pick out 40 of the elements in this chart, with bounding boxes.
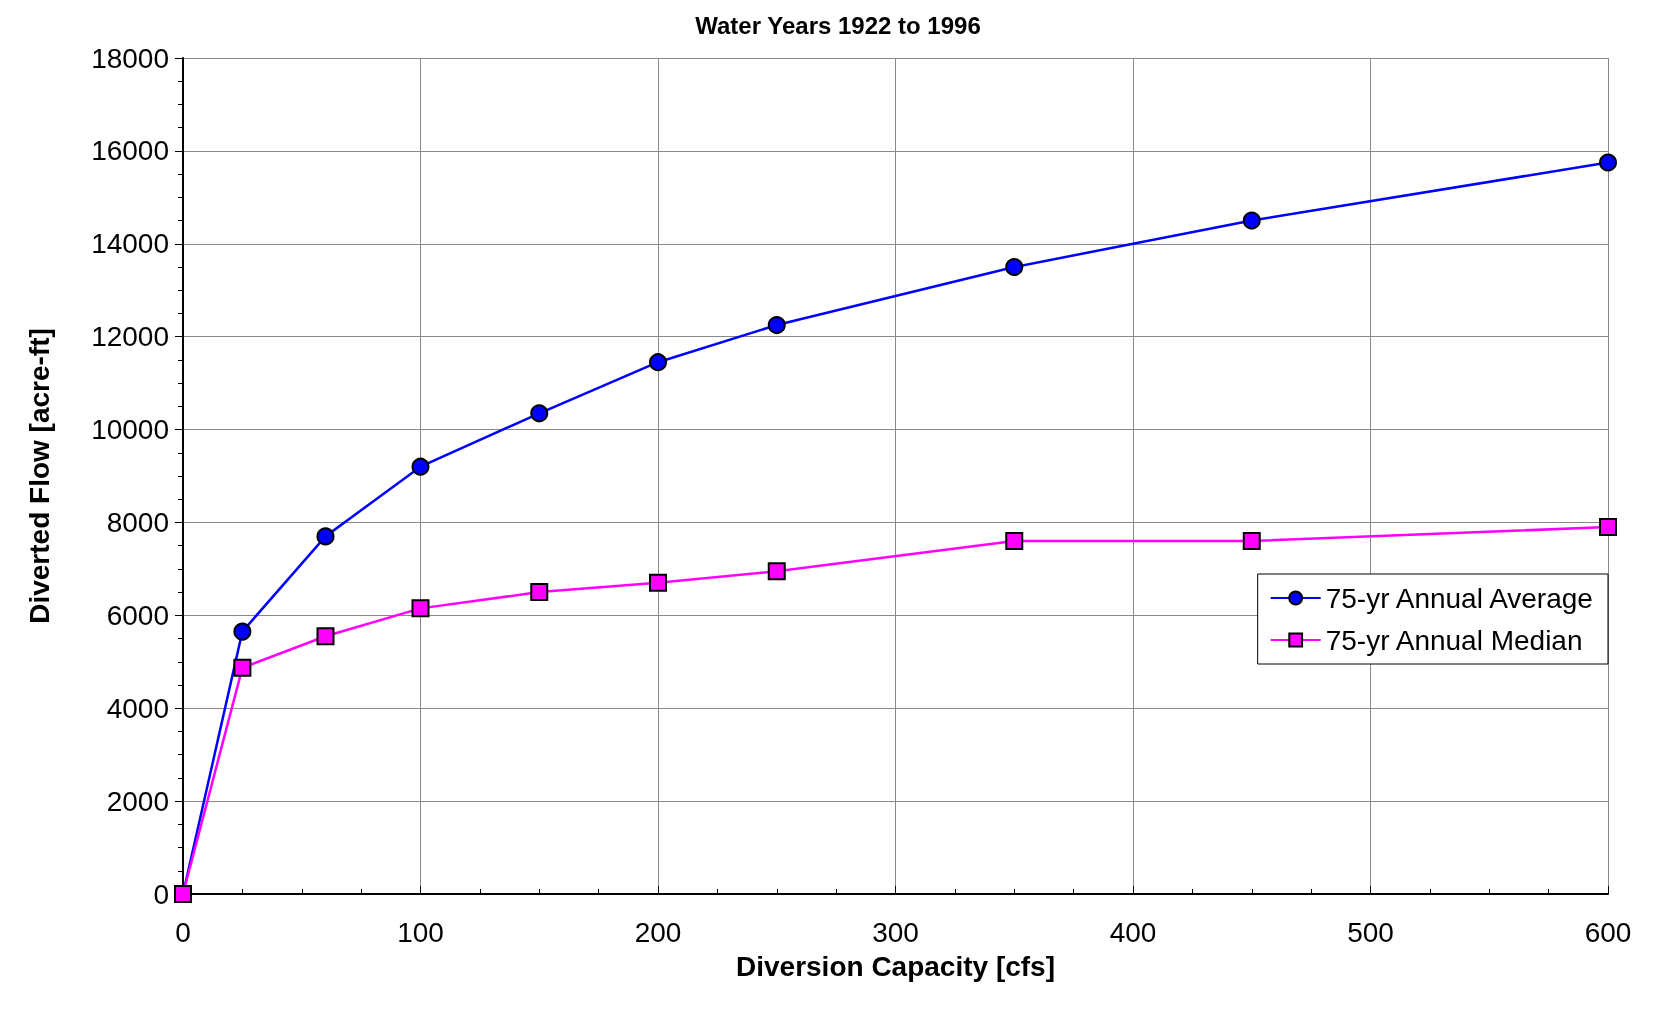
point [767, 562, 786, 581]
y-tick-label: 0 [153, 878, 169, 910]
point [1599, 153, 1617, 172]
point [1599, 518, 1617, 537]
x-axis-title: Diversion Capacity [cfs] [736, 950, 1055, 982]
y-tick-label: 14000 [91, 228, 169, 260]
y-tick-label: 2000 [106, 785, 169, 817]
x-tick-label: 100 [397, 916, 444, 948]
point [1242, 211, 1261, 230]
x-tick-label: 300 [872, 916, 919, 948]
y-axis-title: Diverted Flow [acre-ft] [23, 328, 55, 624]
point [316, 527, 335, 546]
y-tick-label: 16000 [91, 135, 169, 167]
y-tick-label: 10000 [91, 414, 169, 446]
legend-label: 75-yr Annual Median [1325, 624, 1583, 656]
legend-label: 75-yr Annual Average [1325, 582, 1593, 614]
x-tick-label: 0 [175, 916, 191, 948]
point [411, 457, 430, 476]
point [1005, 258, 1024, 276]
point [649, 353, 667, 372]
point [233, 658, 252, 677]
y-tick-label: 12000 [91, 321, 169, 353]
y-tick-label: 8000 [106, 506, 169, 538]
point [649, 573, 667, 592]
x-tick-label: 500 [1347, 916, 1394, 948]
x-tick-label: 600 [1584, 916, 1632, 948]
point [767, 316, 786, 335]
point [530, 583, 549, 602]
point [530, 404, 549, 423]
y-tick-label: 18000 [91, 42, 169, 74]
y-tick-label: 4000 [106, 692, 169, 724]
point [411, 599, 430, 618]
x-tick-label: 200 [634, 916, 682, 948]
y-tick-label: 6000 [106, 599, 169, 631]
chart-title: Water Years 1922 to 1996 [695, 11, 981, 39]
point [233, 622, 252, 641]
x-tick-label: 400 [1109, 916, 1157, 948]
point [316, 627, 335, 646]
point [1242, 532, 1261, 551]
point [1005, 532, 1024, 551]
